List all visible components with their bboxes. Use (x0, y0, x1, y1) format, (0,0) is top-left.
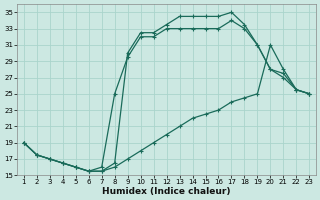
X-axis label: Humidex (Indice chaleur): Humidex (Indice chaleur) (102, 187, 231, 196)
